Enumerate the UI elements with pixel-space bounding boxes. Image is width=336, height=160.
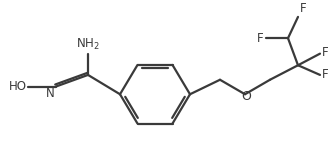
Text: F: F [322, 68, 329, 81]
Text: HO: HO [9, 80, 27, 93]
Text: N: N [46, 88, 55, 100]
Text: F: F [322, 46, 329, 59]
Text: O: O [241, 90, 251, 103]
Text: NH$_2$: NH$_2$ [76, 37, 100, 52]
Text: F: F [300, 2, 307, 15]
Text: F: F [257, 32, 264, 45]
